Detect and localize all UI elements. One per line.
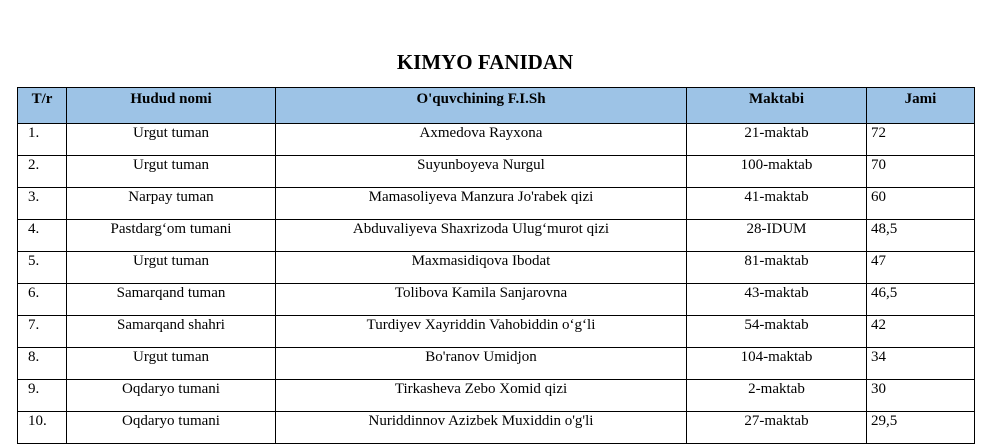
page-title: KIMYO FANIDAN [396,50,574,74]
region-cell: Pastdarg‘om tumani [66,219,276,252]
table-row: 7. Samarqand shahri Turdiyev Xayriddin Vah… [17,315,975,348]
student-name-cell: Suyunboyeva Nurgul [275,155,687,188]
row-number: 8. [17,347,67,380]
student-name-cell: Axmedova Rayxona [275,123,687,156]
total-cell: 46,5 [866,283,975,316]
row-number: 5. [17,251,67,284]
school-cell: 28-IDUM [686,219,867,252]
school-cell: 54-maktab [686,315,867,348]
total-cell: 60 [866,187,975,220]
row-number: 6. [17,283,67,316]
table-row: 10. Oqdaryo tumani Nuriddinnov Azizbek Mux… [17,411,975,444]
total-cell: 30 [866,379,975,412]
school-cell: 41-maktab [686,187,867,220]
school-cell: 21-maktab [686,123,867,156]
total-cell: 48,5 [866,219,975,252]
row-number: 2. [17,155,67,188]
student-name-cell: Maxmasidiqova Ibodat [275,251,687,284]
region-cell: Oqdaryo tumani [66,411,276,444]
table-header-row: T/r Hudud nomi O'quvchining F.I.Sh Makta… [17,87,975,124]
school-cell: 100-maktab [686,155,867,188]
student-name-cell: Turdiyev Xayriddin Vahobiddin o‘g‘li [275,315,687,348]
region-cell: Urgut tuman [66,123,276,156]
total-cell: 34 [866,347,975,380]
total-cell: 70 [866,155,975,188]
student-name-cell: Mamasoliyeva Manzura Jo'rabek qizi [275,187,687,220]
header-student-name: O'quvchining F.I.Sh [275,87,687,124]
row-number: 1. [17,123,67,156]
table-row: 8. Urgut tuman Bo'ranov Umidjon 104-maktab 3… [17,347,975,380]
total-cell: 42 [866,315,975,348]
header-region: Hudud nomi [66,87,276,124]
results-table: T/r Hudud nomi O'quvchining F.I.Sh Makta… [17,87,975,444]
total-cell: 29,5 [866,411,975,444]
row-number: 9. [17,379,67,412]
student-name-cell: Tolibova Kamila Sanjarovna [275,283,687,316]
school-cell: 2-maktab [686,379,867,412]
region-cell: Narpay tuman [66,187,276,220]
school-cell: 27-maktab [686,411,867,444]
region-cell: Urgut tuman [66,155,276,188]
header-number: T/r [17,87,67,124]
school-cell: 104-maktab [686,347,867,380]
student-name-cell: Tirkasheva Zebo Xomid qizi [275,379,687,412]
row-number: 10. [17,411,67,444]
school-cell: 81-maktab [686,251,867,284]
row-number: 7. [17,315,67,348]
region-cell: Oqdaryo tumani [66,379,276,412]
header-school: Maktabi [686,87,867,124]
total-cell: 72 [866,123,975,156]
table-row: 5. Urgut tuman Maxmasidiqova Ibodat 81-makt… [17,251,975,284]
table-row: 4. Pastdarg‘om tumani Abduvaliyeva Shaxriz… [17,219,975,252]
region-cell: Urgut tuman [66,347,276,380]
table-row: 6. Samarqand tuman Tolibova Kamila Sanjaro… [17,283,975,316]
region-cell: Samarqand tuman [66,283,276,316]
header-total: Jami [866,87,975,124]
student-name-cell: Abduvaliyeva Shaxrizoda Ulug‘murot qizi [275,219,687,252]
row-number: 3. [17,187,67,220]
school-cell: 43-maktab [686,283,867,316]
region-cell: Urgut tuman [66,251,276,284]
student-name-cell: Bo'ranov Umidjon [275,347,687,380]
row-number: 4. [17,219,67,252]
table-row: 3. Narpay tuman Mamasoliyeva Manzura Jo'ra… [17,187,975,220]
student-name-cell: Nuriddinnov Azizbek Muxiddin o'g'li [275,411,687,444]
region-cell: Samarqand shahri [66,315,276,348]
table-row: 9. Oqdaryo tumani Tirkasheva Zebo Xomid qi… [17,379,975,412]
table-row: 2. Urgut tuman Suyunboyeva Nurgul 100-makta… [17,155,975,188]
table-row: 1. Urgut tuman Axmedova Rayxona 21-maktab 72 [17,123,975,156]
total-cell: 47 [866,251,975,284]
